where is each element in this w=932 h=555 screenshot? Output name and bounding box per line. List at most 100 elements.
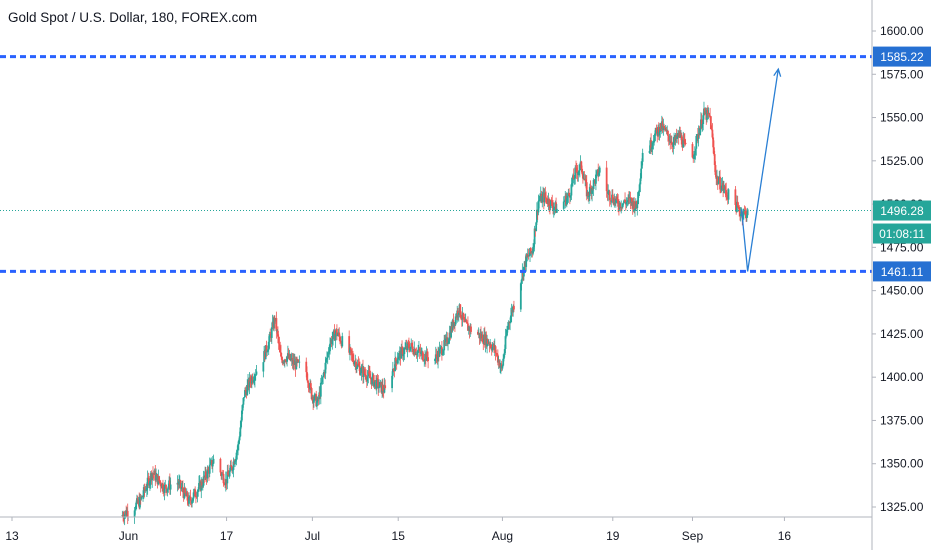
candle-body bbox=[708, 113, 711, 116]
candle-body bbox=[639, 178, 642, 185]
candle-body bbox=[506, 325, 509, 330]
candle-body bbox=[665, 129, 668, 132]
candle-body bbox=[122, 515, 125, 518]
candle-body bbox=[230, 465, 233, 467]
candle-body bbox=[495, 352, 498, 354]
candle-body bbox=[722, 183, 725, 190]
candle-body bbox=[281, 359, 284, 364]
candle-body bbox=[438, 348, 441, 357]
candle-body bbox=[510, 309, 513, 316]
candle-body bbox=[592, 179, 595, 189]
candle-body bbox=[126, 510, 129, 517]
candle-body bbox=[490, 344, 492, 349]
candle-body bbox=[442, 350, 445, 354]
candle-body bbox=[162, 483, 164, 491]
candle-body bbox=[155, 475, 157, 481]
candle-body bbox=[650, 147, 653, 149]
candle-body bbox=[339, 336, 341, 342]
time-tick-label: Sep bbox=[682, 529, 704, 543]
candle-body bbox=[223, 483, 226, 485]
candle-body bbox=[570, 184, 573, 196]
candle-body bbox=[371, 376, 374, 385]
candle-body bbox=[684, 142, 687, 145]
candle-body bbox=[202, 476, 205, 486]
candle-body bbox=[535, 222, 538, 232]
candle-body bbox=[435, 354, 438, 357]
candle-body bbox=[736, 201, 738, 212]
candle-body bbox=[243, 397, 246, 398]
candle-body bbox=[372, 375, 375, 387]
price-tick-label: 1425.00 bbox=[880, 327, 924, 341]
candle-body bbox=[404, 347, 407, 349]
candle-body bbox=[446, 337, 449, 345]
candle-body bbox=[725, 190, 728, 195]
candle-body bbox=[670, 141, 673, 145]
candle-body bbox=[280, 356, 283, 360]
candle-body bbox=[610, 200, 613, 202]
candle-body bbox=[327, 352, 330, 354]
candle-body bbox=[204, 471, 207, 478]
candle-body bbox=[366, 376, 369, 382]
candle-body bbox=[549, 199, 552, 208]
candle-body bbox=[616, 196, 619, 201]
candle-body bbox=[667, 135, 670, 141]
candle-body bbox=[434, 358, 436, 362]
candle-body bbox=[244, 390, 246, 398]
candle-body bbox=[702, 115, 705, 125]
candle-body bbox=[212, 458, 215, 464]
candle-body bbox=[496, 354, 499, 363]
candle-body bbox=[734, 189, 737, 205]
candle-body bbox=[533, 228, 536, 245]
candle-body bbox=[319, 382, 322, 397]
candle-body bbox=[658, 131, 661, 136]
candle-body bbox=[242, 397, 245, 405]
candle-body bbox=[305, 361, 308, 373]
time-tick-label: Jun bbox=[119, 529, 138, 543]
candle-body bbox=[166, 488, 169, 492]
candle-body bbox=[568, 192, 571, 196]
candle-body bbox=[355, 361, 357, 370]
bar-countdown-label-bg bbox=[873, 223, 931, 244]
candle-body bbox=[460, 316, 462, 319]
candle-body bbox=[607, 191, 610, 194]
candle-body bbox=[178, 481, 180, 485]
candle-body bbox=[249, 377, 252, 382]
candle-body bbox=[706, 110, 709, 114]
candle-body bbox=[440, 347, 443, 355]
candle-body bbox=[411, 343, 413, 347]
candle-body bbox=[505, 335, 508, 337]
candle-body bbox=[503, 354, 505, 359]
candle-body bbox=[454, 316, 457, 325]
candle-body bbox=[457, 310, 459, 315]
candle-body bbox=[641, 152, 644, 162]
candle-body bbox=[378, 386, 380, 389]
candle-body bbox=[595, 174, 597, 184]
candle-body bbox=[237, 444, 239, 450]
candle-body bbox=[703, 108, 706, 114]
candle-body bbox=[710, 129, 713, 130]
candle-body bbox=[270, 327, 273, 338]
candle-body bbox=[641, 161, 643, 169]
candle-body bbox=[627, 197, 630, 202]
candle-body bbox=[654, 133, 656, 142]
candle-body bbox=[581, 173, 584, 179]
candle-body bbox=[625, 201, 628, 205]
candle-body bbox=[325, 359, 328, 363]
candle-body bbox=[494, 346, 497, 353]
candle-body bbox=[394, 357, 397, 371]
candle-body bbox=[298, 361, 301, 363]
candle-body bbox=[234, 461, 236, 465]
candle-body bbox=[391, 375, 393, 389]
candle-body bbox=[528, 255, 531, 257]
candle-body bbox=[297, 360, 300, 362]
candle-body bbox=[395, 357, 397, 362]
candle-body bbox=[407, 343, 410, 345]
candle-body bbox=[706, 110, 708, 120]
candle-body bbox=[680, 135, 683, 145]
candle-body bbox=[349, 347, 351, 353]
candle-body bbox=[504, 336, 507, 350]
candle-body bbox=[608, 191, 611, 201]
